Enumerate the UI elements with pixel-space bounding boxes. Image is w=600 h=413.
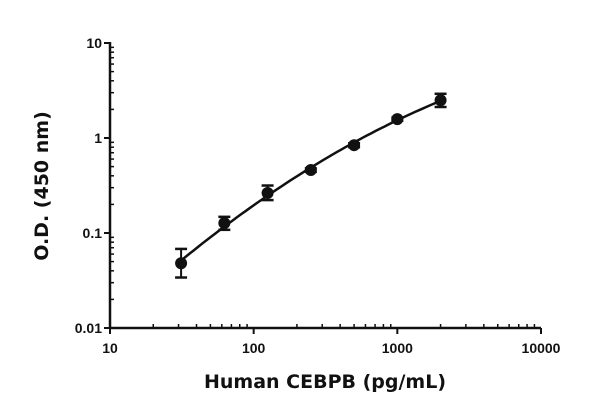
- marker-circle: [391, 113, 404, 126]
- y-tick-label: 0.1: [83, 225, 103, 241]
- marker-circle: [261, 186, 274, 199]
- y-axis-title: O.D. (450 nm): [31, 111, 53, 261]
- marker-circle: [304, 164, 317, 177]
- fit-curve: [180, 99, 442, 262]
- y-tick-label: 0.01: [75, 320, 102, 336]
- marker-circle: [175, 257, 188, 270]
- data-points: [175, 92, 447, 279]
- data-point: [261, 184, 274, 202]
- y-tick-label: 10: [86, 35, 102, 51]
- data-point: [348, 139, 361, 152]
- data-point: [434, 92, 447, 109]
- fit-line: [180, 99, 442, 262]
- data-point: [218, 215, 231, 232]
- data-point: [304, 164, 317, 177]
- marker-circle: [348, 139, 361, 152]
- x-tick-label: 1000: [382, 340, 413, 356]
- marker-circle: [434, 94, 447, 107]
- x-tick-label: 100: [242, 340, 266, 356]
- x-tick-label: 10: [102, 340, 118, 356]
- marker-circle: [218, 217, 231, 230]
- data-point: [175, 247, 188, 279]
- x-axis-title: Human CEBPB (pg/mL): [204, 371, 446, 393]
- data-point: [391, 113, 404, 126]
- x-tick-label: 10000: [522, 340, 561, 356]
- y-tick-label: 1: [94, 130, 102, 146]
- axes: 0.01 0.1 1 10 10 100 1000 10000: [75, 35, 561, 356]
